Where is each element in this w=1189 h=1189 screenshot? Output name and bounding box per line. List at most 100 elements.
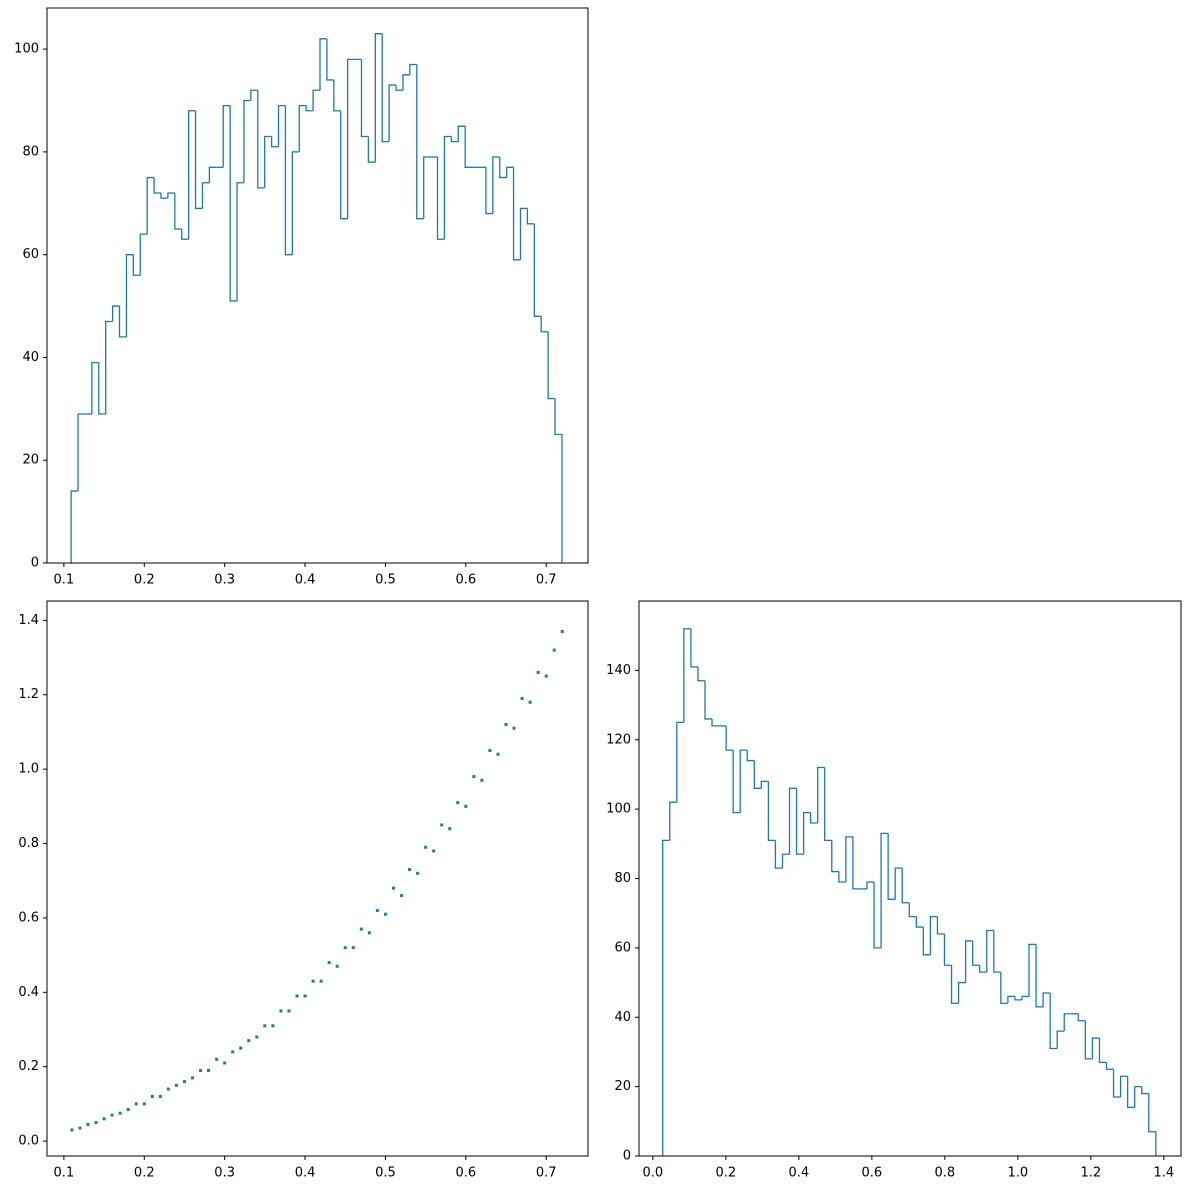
scatter-point [279,1009,283,1013]
hist-step [1091,1037,1100,1059]
hist-step [972,940,980,966]
axes-frame [46,7,589,564]
hist-step [208,166,217,183]
hist-step [187,110,196,240]
hist-step [936,916,945,935]
scatter-point [560,630,564,634]
hist-step [880,832,889,948]
scatter-point [134,1102,138,1106]
hist-step [277,104,286,147]
hist-step [367,136,376,163]
hist-step [922,927,931,956]
scatter-point [536,670,540,674]
scatter-point [504,722,508,726]
hist-step [986,929,994,973]
hist-step [760,780,769,789]
hist-step [1028,943,1037,997]
scatter-point [295,994,299,998]
hist-step [270,136,279,148]
scatter-point [255,1035,259,1039]
scatter-point [327,961,331,965]
hist-step [167,192,175,199]
scatter-point [182,1080,186,1084]
scatter-point [118,1111,122,1115]
scatter-point [496,752,500,756]
hist-step [312,89,320,111]
scatter-point [239,1046,243,1050]
hist-step [1021,995,1030,1000]
hist-step [824,767,832,841]
hist-step [993,930,1001,973]
scatter-point [528,700,532,704]
x-tick-label: 0.1 [54,573,75,588]
scatter-point [367,931,371,935]
scatter-point [351,946,355,950]
hist-step [979,965,987,973]
scatter-point [102,1117,106,1121]
y-tick-label: 0.0 [18,1134,39,1149]
hist-step [831,840,839,873]
hist-step [704,680,713,720]
hist-step [901,868,910,904]
x-tick-label: 0.0 [643,1166,664,1181]
scatter-point [464,804,468,808]
hist-step [802,811,811,855]
y-tick-label: 40 [614,1010,631,1025]
scatter-point [190,1076,194,1080]
hist-step [77,413,85,492]
hist-step [291,151,300,255]
x-tick-label: 1.0 [1008,1166,1029,1181]
x-tick-label: 0.5 [375,573,396,588]
y-tick-label: 0.2 [18,1059,39,1074]
scatter-point [142,1102,146,1106]
scatter-point [552,648,556,652]
y-tick-label: 0.6 [18,910,39,925]
hist-step [894,867,903,900]
x-tick-label: 0.2 [134,1166,155,1181]
hist-step [852,836,860,890]
scatter-point [166,1087,170,1091]
hist-step [512,167,521,261]
hist-step [781,853,790,869]
hist-step [1105,1062,1114,1070]
hist-step [540,316,549,333]
hist-step [305,105,314,112]
y-tick-label: 80 [22,144,39,159]
hist-step [725,725,734,751]
scatter-point [456,801,460,805]
hist-step [526,208,535,225]
hist-step [409,63,417,75]
hist-step [929,916,938,955]
y-tick-label: 80 [614,871,631,886]
y-tick-label: 0.8 [18,836,39,851]
hist-step [284,105,293,256]
hist-step [1056,1030,1065,1049]
y-tick-label: 1.4 [18,613,39,628]
hist-step [943,934,952,966]
hist-step [360,59,369,138]
y-tick-label: 100 [606,802,631,817]
x-tick-label: 0.4 [295,573,316,588]
x-tick-label: 0.4 [295,1166,316,1181]
x-tick-label: 1.4 [1154,1166,1175,1181]
y-tick-label: 100 [14,42,39,57]
hist-step [98,362,106,415]
hist-step [795,788,804,855]
scatter-point [231,1050,235,1054]
y-tick-label: 0 [623,1149,631,1164]
hist-step [395,85,403,91]
hist-step [950,965,959,1005]
hist-step [690,628,698,668]
hist-step [788,787,797,855]
hist-step [732,750,741,814]
x-tick-label: 0.6 [455,573,476,588]
hist-step [683,628,691,723]
hist-step [711,718,720,727]
hist-step [533,223,542,317]
hist-step [1042,992,1051,1007]
scatter-point [424,845,428,849]
hist-step [243,99,251,183]
hist-step [485,167,493,215]
hist-step [746,750,755,762]
